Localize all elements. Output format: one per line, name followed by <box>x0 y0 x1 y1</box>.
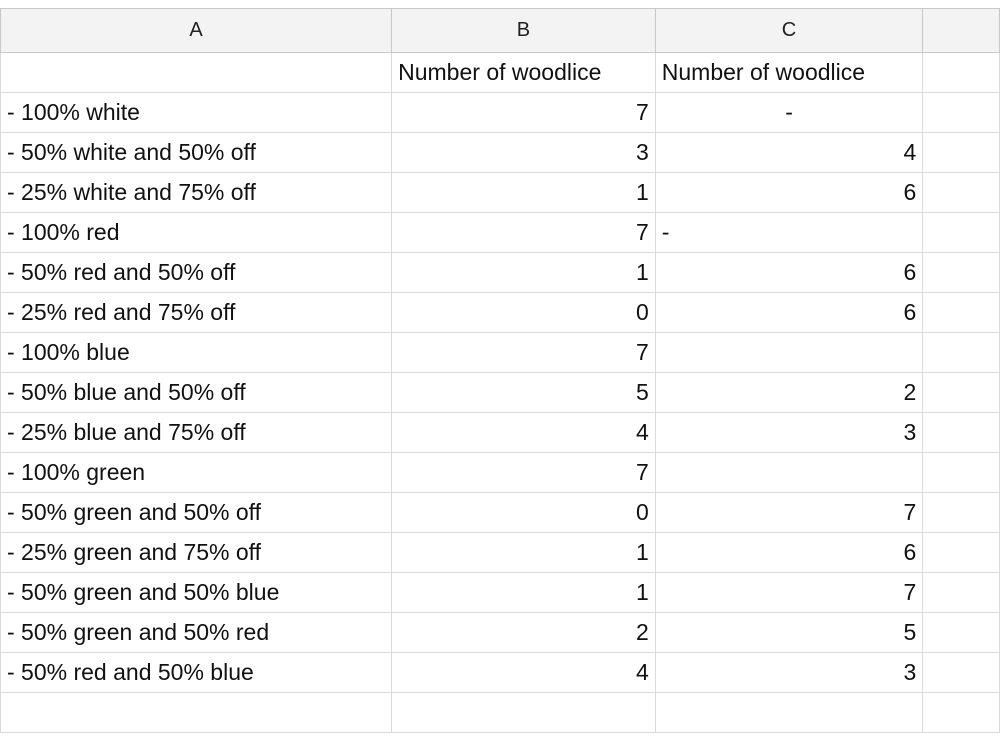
cell-b[interactable]: 1 <box>391 532 656 573</box>
table-row: - 100% green 7 <box>0 452 1000 493</box>
table-row: - 50% white and 50% off 3 4 <box>0 132 1000 173</box>
cell-c[interactable]: 6 <box>654 172 924 213</box>
cell-d[interactable] <box>922 452 1000 493</box>
cell-d[interactable] <box>922 372 1000 413</box>
cell-c[interactable]: 5 <box>654 612 924 653</box>
cell-b1[interactable]: Number of woodlice <box>391 52 656 93</box>
table-row: - 50% green and 50% off 0 7 <box>0 492 1000 533</box>
table-row: - 50% green and 50% blue 1 7 <box>0 572 1000 613</box>
data-rows: - 100% white 7- - 50% white and 50% off 3 4-… <box>0 92 1000 733</box>
cell-d[interactable] <box>922 612 1000 653</box>
cell-b[interactable]: 4 <box>391 412 656 453</box>
cell-c[interactable]: 6 <box>654 292 924 333</box>
table-row: - 50% blue and 50% off 5 2 <box>0 372 1000 413</box>
table-row: - 25% red and 75% off 0 6 <box>0 292 1000 333</box>
table-row <box>0 692 1000 733</box>
cell-b[interactable]: 1 <box>391 572 656 613</box>
cell-d[interactable] <box>922 132 1000 173</box>
cell-c[interactable] <box>654 332 924 373</box>
cell-a[interactable]: - 100% white <box>0 92 393 133</box>
spreadsheet-grid: A B C Number of woodlice Number of woodl… <box>0 8 1000 733</box>
cell-a[interactable]: - 25% green and 75% off <box>0 532 393 573</box>
cell-c[interactable]: 6 <box>654 252 924 293</box>
cell-c[interactable]: - <box>654 212 924 253</box>
cell-d1[interactable] <box>922 52 1000 93</box>
cell-c[interactable]: 3 <box>654 652 924 693</box>
cell-d[interactable] <box>922 692 1000 733</box>
cell-d[interactable] <box>922 252 1000 293</box>
cell-c[interactable]: 2 <box>654 372 924 413</box>
cell-c[interactable]: 4 <box>654 132 924 173</box>
cell-c[interactable] <box>654 452 924 493</box>
cell-d[interactable] <box>922 652 1000 693</box>
cell-b[interactable]: 4 <box>391 652 656 693</box>
table-row: - 25% blue and 75% off 4 3 <box>0 412 1000 453</box>
cell-d[interactable] <box>922 172 1000 213</box>
table-row: - 25% white and 75% off 1 6 <box>0 172 1000 213</box>
cell-d[interactable] <box>922 332 1000 373</box>
cell-c[interactable]: 7 <box>654 572 924 613</box>
cell-d[interactable] <box>922 292 1000 333</box>
cell-a[interactable]: - 25% red and 75% off <box>0 292 393 333</box>
cell-d[interactable] <box>922 212 1000 253</box>
cell-b[interactable]: 1 <box>391 172 656 213</box>
cell-b[interactable]: 2 <box>391 612 656 653</box>
cell-b[interactable]: 7 <box>391 92 656 133</box>
cell-a1[interactable] <box>0 52 393 93</box>
cell-a[interactable]: - 100% red <box>0 212 393 253</box>
table-row: - 100% blue 7 <box>0 332 1000 373</box>
cell-a[interactable]: - 50% red and 50% blue <box>0 652 393 693</box>
cell-c[interactable]: 7 <box>654 492 924 533</box>
cell-a[interactable]: - 100% green <box>0 452 393 493</box>
cell-b[interactable]: 7 <box>391 332 656 373</box>
cell-d[interactable] <box>922 572 1000 613</box>
cell-a[interactable]: - 50% red and 50% off <box>0 252 393 293</box>
table-row: - 100% white 7- <box>0 92 1000 133</box>
cell-b[interactable]: 3 <box>391 132 656 173</box>
cell-b[interactable]: 7 <box>391 212 656 253</box>
column-header-c[interactable]: C <box>654 8 924 53</box>
cell-d[interactable] <box>922 532 1000 573</box>
column-header-a[interactable]: A <box>0 8 393 53</box>
cell-b[interactable]: 0 <box>391 292 656 333</box>
table-row-header: Number of woodlice Number of woodlice <box>0 52 1000 93</box>
cell-b[interactable]: 1 <box>391 252 656 293</box>
cell-a[interactable]: - 50% green and 50% red <box>0 612 393 653</box>
cell-a[interactable]: - 50% blue and 50% off <box>0 372 393 413</box>
column-header-d[interactable] <box>922 8 1000 53</box>
table-row: - 100% red 7- <box>0 212 1000 253</box>
cell-c[interactable]: 3 <box>654 412 924 453</box>
cell-d[interactable] <box>922 92 1000 133</box>
table-row: - 50% red and 50% blue 4 3 <box>0 652 1000 693</box>
cell-c[interactable]: - <box>654 92 924 133</box>
cell-a[interactable]: - 25% blue and 75% off <box>0 412 393 453</box>
cell-a[interactable]: - 50% green and 50% off <box>0 492 393 533</box>
cell-c[interactable]: 6 <box>654 532 924 573</box>
table-row: - 50% red and 50% off 1 6 <box>0 252 1000 293</box>
cell-b[interactable]: 7 <box>391 452 656 493</box>
cell-b[interactable] <box>391 692 656 733</box>
cell-b[interactable]: 5 <box>391 372 656 413</box>
cell-a[interactable] <box>0 692 393 733</box>
cell-b[interactable]: 0 <box>391 492 656 533</box>
cell-c1[interactable]: Number of woodlice <box>654 52 924 93</box>
cell-a[interactable]: - 100% blue <box>0 332 393 373</box>
column-header-row: A B C <box>0 8 1000 53</box>
table-row: - 50% green and 50% red 2 5 <box>0 612 1000 653</box>
cell-a[interactable]: - 50% green and 50% blue <box>0 572 393 613</box>
column-header-b[interactable]: B <box>391 8 656 53</box>
cell-a[interactable]: - 25% white and 75% off <box>0 172 393 213</box>
cell-a[interactable]: - 50% white and 50% off <box>0 132 393 173</box>
cell-d[interactable] <box>922 412 1000 453</box>
toolbar-edge <box>0 0 1000 8</box>
table-row: - 25% green and 75% off 1 6 <box>0 532 1000 573</box>
cell-d[interactable] <box>922 492 1000 533</box>
cell-c[interactable] <box>654 692 924 733</box>
